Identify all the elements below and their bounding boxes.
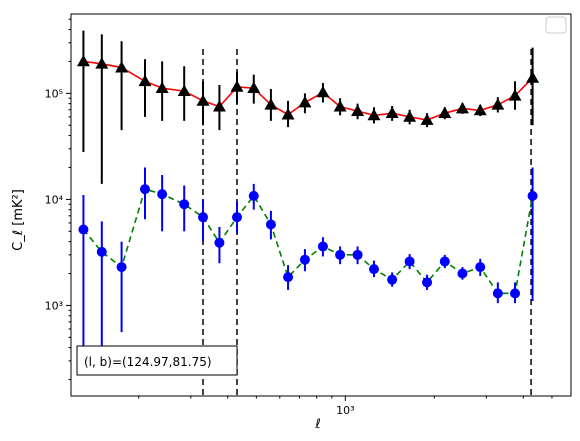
data-point-2-15 [335, 249, 346, 260]
data-point-2-16 [352, 249, 363, 260]
data-point-2-10 [248, 190, 259, 201]
data-point-1-2 [95, 57, 109, 69]
series-1 [76, 30, 540, 184]
data-point-2-18 [387, 274, 398, 285]
y-axis-label: C_ℓ [mK²] [11, 189, 26, 251]
data-point-1-25 [508, 89, 522, 101]
y-tick-label-3: 10⁵ [45, 87, 63, 100]
data-point-1-10 [247, 81, 261, 94]
data-point-1-1 [76, 54, 90, 67]
data-point-1-17 [367, 108, 381, 121]
data-point-1-7 [196, 94, 210, 106]
x-axis-label: ℓ [314, 417, 320, 432]
data-point-2-7 [198, 212, 209, 223]
data-point-2-2 [96, 246, 107, 257]
data-point-2-21 [439, 256, 450, 267]
data-point-1-15 [333, 100, 347, 112]
data-point-1-8 [212, 100, 226, 112]
y-tick-label-2: 10⁴ [45, 193, 64, 206]
data-point-1-20 [420, 113, 434, 125]
data-point-2-25 [510, 288, 521, 299]
data-point-2-24 [492, 288, 503, 299]
annotation-box: (l, b)=(124.97,81.75) [76, 345, 238, 376]
data-point-1-26 [526, 71, 540, 83]
data-point-1-16 [351, 104, 365, 116]
y-tick-label-1: 10³ [45, 299, 63, 312]
data-point-1-13 [298, 95, 312, 108]
data-point-2-13 [299, 254, 310, 265]
data-point-1-6 [177, 84, 191, 96]
data-point-2-6 [179, 199, 190, 210]
data-point-2-26 [527, 190, 538, 201]
annotation-text: (l, b)=(124.97,81.75) [84, 355, 212, 369]
axes-frame [70, 13, 572, 397]
data-point-2-3 [116, 262, 127, 273]
data-point-2-22 [457, 268, 468, 279]
data-point-1-3 [115, 61, 129, 73]
data-point-2-4 [139, 184, 150, 195]
data-point-2-14 [317, 241, 328, 252]
data-point-1-21 [438, 106, 452, 119]
data-point-1-22 [455, 101, 469, 114]
data-point-2-19 [404, 256, 415, 267]
legend-box [545, 16, 567, 34]
data-point-1-18 [385, 106, 399, 119]
data-point-2-12 [283, 272, 294, 283]
data-point-2-1 [78, 224, 89, 235]
x-tick-label-1: 10³ [336, 404, 354, 417]
data-point-2-11 [265, 219, 276, 230]
data-point-2-8 [214, 237, 225, 248]
data-point-2-20 [422, 277, 433, 288]
data-point-1-24 [491, 98, 505, 110]
data-point-2-17 [368, 264, 379, 275]
data-point-2-5 [157, 189, 168, 200]
data-point-1-9 [230, 80, 244, 92]
data-point-1-11 [264, 98, 278, 110]
data-point-2-9 [231, 212, 242, 223]
axes: 10³ 10⁴ 10⁵ 10³ [45, 13, 572, 417]
data-point-1-4 [138, 74, 152, 87]
data-point-1-5 [155, 81, 169, 94]
data-point-1-19 [403, 110, 417, 122]
plot-area [76, 30, 540, 396]
series-2 [78, 167, 538, 370]
data-point-1-12 [281, 108, 295, 120]
data-point-1-23 [473, 103, 487, 116]
data-point-1-14 [316, 85, 330, 98]
data-point-2-23 [475, 262, 486, 273]
